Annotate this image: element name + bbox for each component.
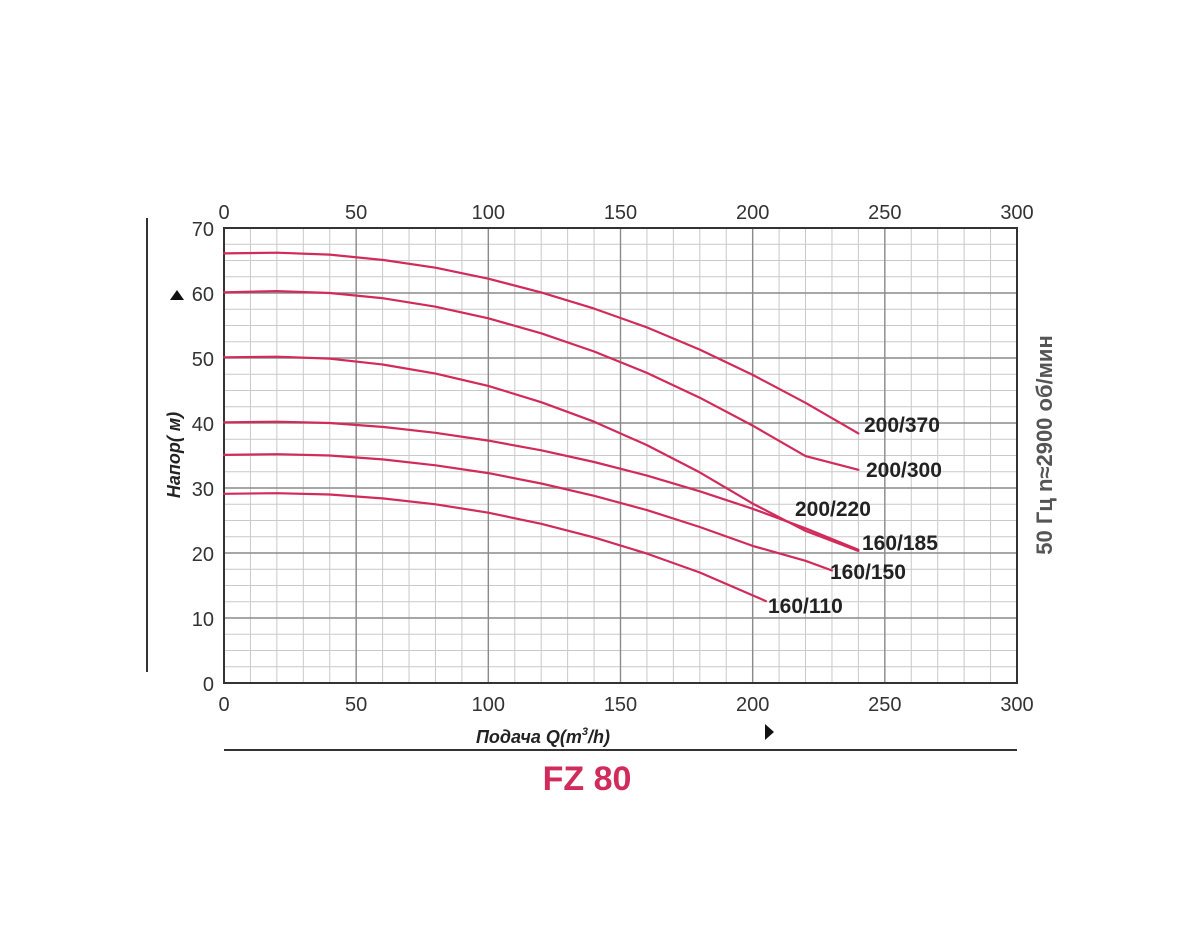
x-tick-label-top: 250 [868,202,901,224]
frequency-speed-label: 50 Гц n≈2900 об/мин [1032,335,1057,554]
y-tick-label: 30 [192,479,214,501]
curve-200-220 [222,355,860,553]
curve-label-160-185: 160/185 [862,532,938,555]
up-arrow-icon [170,290,184,300]
x-tick-label-top: 0 [218,202,229,224]
chart-title: FZ 80 [543,760,632,798]
axis-tick-labels: 0050501001001501502002002502503003000102… [192,202,1034,716]
x-tick-label-bottom: 100 [472,694,505,716]
curve-label-160-150: 160/150 [830,561,906,584]
x-tick-label-bottom: 50 [345,694,367,716]
x-tick-label-bottom: 150 [604,694,637,716]
x-tick-label-top: 200 [736,202,769,224]
y-axis-title: Напор( м) [164,412,184,498]
curve-160-185 [222,420,860,551]
x-tick-label-bottom: 200 [736,694,769,716]
x-tick-label-bottom: 0 [218,694,229,716]
curve-200-300 [222,290,860,471]
curve-160-110 [222,492,767,603]
y-tick-label: 60 [192,284,214,306]
right-arrow-icon [765,724,774,740]
curve-200-370 [222,251,860,435]
y-tick-label: 0 [203,674,214,696]
curve-labels: 200/370 200/300 200/220 160/185 160/150 160/1… [768,414,942,618]
x-tick-label-top: 300 [1000,202,1033,224]
x-tick-label-bottom: 300 [1000,694,1033,716]
x-tick-label-top: 150 [604,202,637,224]
x-axis-title-superscript: 3 [582,726,588,738]
x-axis-title-tail: /h) [587,727,610,747]
x-tick-label-top: 50 [345,202,367,224]
curve-label-160-110: 160/110 [768,595,843,618]
y-tick-label: 20 [192,544,214,566]
x-axis-title: Подача Q(m3/h) [476,726,610,747]
y-tick-label: 10 [192,609,214,631]
y-tick-label: 70 [192,219,214,241]
x-axis-title-main: Подача Q(m [476,727,582,747]
curve-label-200-220: 200/220 [795,498,871,521]
y-tick-label: 40 [192,414,214,436]
curve-160-150 [222,453,834,572]
performance-curves [222,251,860,603]
y-tick-label: 50 [192,349,214,371]
x-tick-label-bottom: 250 [868,694,901,716]
x-tick-label-top: 100 [472,202,505,224]
curve-label-200-370: 200/370 [864,414,940,437]
curve-label-200-300: 200/300 [866,459,942,482]
